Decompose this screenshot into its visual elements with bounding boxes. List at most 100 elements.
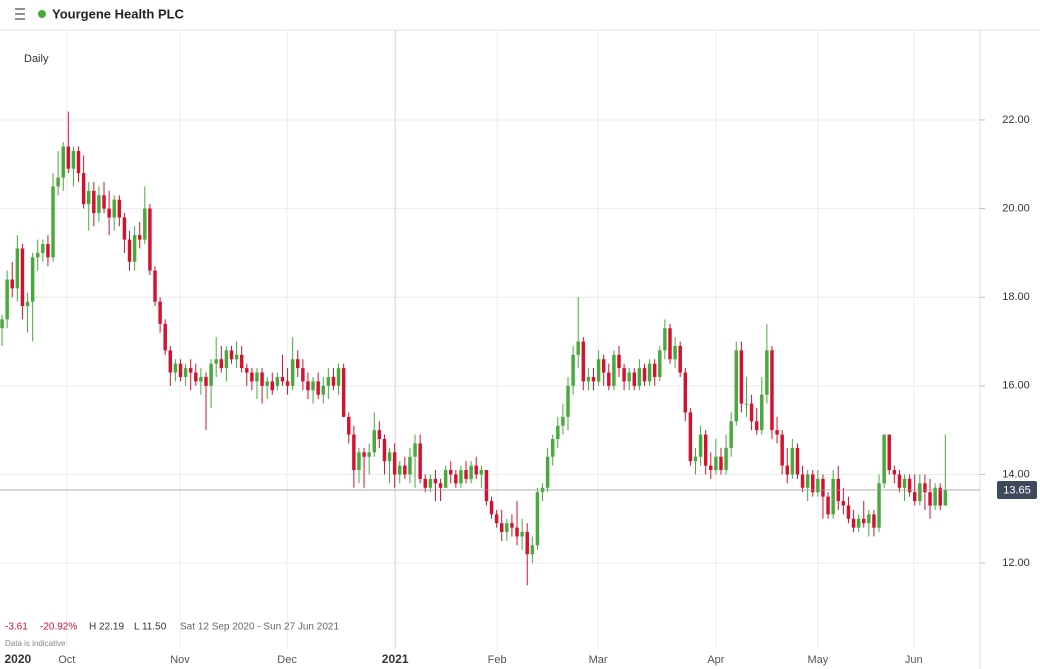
candle-body: [479, 470, 484, 475]
candle-body: [183, 368, 188, 377]
candle-body: [714, 456, 718, 471]
candle-body: [301, 368, 305, 382]
candle-body: [250, 372, 254, 382]
candle-body: [194, 372, 198, 382]
candle-body: [97, 195, 101, 214]
candle-body: [780, 434, 784, 466]
candle-body: [372, 430, 376, 453]
y-tick-label: 12.00: [1002, 557, 1030, 569]
candle-body: [668, 328, 672, 360]
candle-body: [693, 456, 698, 462]
candle-body: [678, 345, 682, 373]
candle-body: [102, 195, 106, 209]
candle-body: [902, 478, 907, 488]
candle-body: [938, 487, 942, 506]
candle-body: [35, 252, 40, 258]
candle-body: [92, 190, 96, 214]
candle-body: [494, 514, 499, 524]
candle-body: [831, 478, 835, 515]
candle-body: [561, 416, 565, 426]
interval-label[interactable]: Daily: [24, 53, 49, 65]
candle-body: [158, 301, 162, 324]
candle-body: [566, 385, 570, 417]
candle-body: [382, 439, 387, 462]
candle-body: [56, 177, 60, 187]
candle-body: [469, 465, 473, 479]
candle-body: [943, 489, 948, 506]
change-pct: -20.92%: [40, 622, 77, 633]
candle-body: [754, 421, 759, 431]
candle-body: [826, 496, 830, 515]
status-dot: [38, 10, 46, 18]
candle-body: [719, 456, 723, 471]
candle-body: [918, 483, 922, 502]
candle-body: [698, 434, 703, 457]
x-tick-label: Feb: [488, 654, 507, 666]
candle-body: [403, 465, 407, 475]
candle-body: [607, 372, 611, 386]
x-tick-label: 2020: [4, 652, 31, 666]
candle-body: [46, 244, 50, 258]
candle-body: [86, 190, 91, 205]
candle-body: [357, 452, 361, 471]
candle-body: [933, 487, 937, 506]
y-tick-label: 16.00: [1002, 380, 1030, 392]
candle-body: [851, 518, 856, 528]
candle-body: [219, 359, 224, 369]
candle-body: [505, 523, 509, 533]
candle-body: [459, 470, 463, 484]
candle-body: [683, 372, 688, 413]
candle-body: [525, 532, 529, 555]
period-high: H 22.19: [89, 622, 124, 633]
candle-body: [438, 483, 443, 488]
candle-body: [913, 492, 917, 502]
candle-body: [571, 354, 575, 386]
x-tick-label: Apr: [707, 654, 724, 666]
candles: [0, 111, 948, 586]
candle-body: [673, 345, 677, 360]
candle-body: [637, 368, 642, 386]
candle-body: [433, 478, 438, 484]
candle-body: [790, 447, 795, 475]
candle-body: [703, 434, 708, 466]
candle-body: [387, 452, 392, 462]
candle-body: [265, 381, 269, 386]
x-tick-label: Nov: [170, 654, 190, 666]
candle-body: [785, 465, 789, 475]
candle-body: [729, 421, 733, 448]
candle-body: [30, 257, 35, 302]
candle-body: [76, 150, 81, 174]
candle-body: [214, 359, 218, 364]
candle-body: [20, 248, 25, 307]
menu-icon[interactable]: [15, 8, 25, 20]
change: -3.61: [5, 622, 28, 633]
candle-body: [775, 430, 779, 435]
candle-body: [760, 394, 764, 431]
candle-body: [10, 279, 14, 289]
candle-body: [596, 359, 601, 382]
candle-body: [285, 381, 290, 386]
candle-body: [907, 478, 912, 493]
candle-body: [535, 492, 540, 546]
candle-body: [586, 376, 591, 382]
overlay: 13.65: [0, 480, 1037, 499]
candle-body: [428, 478, 433, 488]
candle-body: [199, 376, 203, 382]
candle-body: [41, 244, 45, 253]
candle-body: [392, 452, 397, 475]
candle-body: [734, 350, 739, 422]
candle-body: [117, 199, 122, 218]
y-tick-label: 22.00: [1002, 114, 1030, 126]
candle-body: [744, 403, 749, 405]
disclaimer: Data is indicative: [5, 639, 66, 648]
candle-body: [71, 150, 76, 169]
candle-body: [811, 474, 815, 493]
candle-body: [290, 359, 295, 386]
candle-body: [316, 381, 320, 395]
candle-body: [173, 363, 178, 373]
candle-body: [234, 354, 239, 360]
candle-body: [474, 465, 478, 475]
candle-body: [724, 447, 728, 471]
grid: [0, 30, 985, 649]
